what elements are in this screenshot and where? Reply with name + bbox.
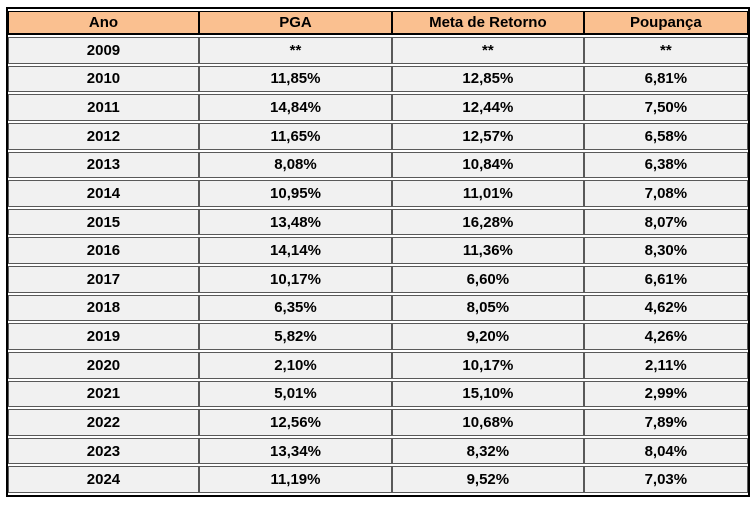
table-row: 2018 6,35% 8,05% 4,62%	[8, 294, 748, 322]
table-row: 2015 13,48% 16,28% 8,07%	[8, 208, 748, 236]
year-cell: 2020	[8, 351, 199, 379]
header-row: Ano PGA Meta de Retorno Poupança	[8, 11, 748, 35]
table-row: 2009 ** ** **	[8, 37, 748, 64]
value-cell: 6,58%	[583, 122, 748, 150]
value-cell: 6,35%	[198, 294, 393, 322]
value-cell: 8,07%	[583, 208, 748, 236]
value-cell: 10,95%	[198, 180, 393, 207]
value-cell: 2,10%	[198, 351, 393, 379]
value-cell: 8,05%	[392, 294, 584, 322]
header-cell-pga: PGA	[198, 11, 393, 35]
value-cell: 8,30%	[583, 237, 748, 264]
value-cell: 14,14%	[198, 237, 393, 264]
value-cell: 8,04%	[583, 437, 748, 465]
table-row: 2023 13,34% 8,32% 8,04%	[8, 437, 748, 465]
value-cell: 4,26%	[583, 323, 748, 350]
value-cell: 5,82%	[198, 323, 393, 350]
year-cell: 2019	[8, 323, 199, 350]
value-cell: 6,60%	[392, 266, 584, 293]
value-cell: 12,56%	[198, 409, 393, 436]
value-cell: 16,28%	[392, 208, 584, 236]
value-cell: 10,84%	[392, 151, 584, 179]
year-cell: 2022	[8, 409, 199, 436]
value-cell: 12,44%	[392, 94, 584, 121]
value-cell: 15,10%	[392, 380, 584, 408]
year-cell: 2011	[8, 94, 199, 121]
value-cell: 7,03%	[583, 466, 748, 493]
value-cell: 10,68%	[392, 409, 584, 436]
header-cell-meta-de-retorno: Meta de Retorno	[392, 11, 584, 35]
value-cell: 5,01%	[198, 380, 393, 408]
value-cell: 7,08%	[583, 180, 748, 207]
table-row: 2024 11,19% 9,52% 7,03%	[8, 466, 748, 493]
year-cell: 2021	[8, 380, 199, 408]
value-cell: **	[198, 37, 393, 64]
value-cell: 11,01%	[392, 180, 584, 207]
year-cell: 2009	[8, 37, 199, 64]
table-body: 2009 ** ** ** 2010 11,85% 12,85% 6,81% 2011 14,84…	[8, 37, 748, 493]
value-cell: 12,57%	[392, 122, 584, 150]
table-row: 2022 12,56% 10,68% 7,89%	[8, 409, 748, 436]
table-row: 2017 10,17% 6,60% 6,61%	[8, 266, 748, 293]
value-cell: 6,81%	[583, 65, 748, 93]
year-cell: 2014	[8, 180, 199, 207]
table-row: 2010 11,85% 12,85% 6,81%	[8, 65, 748, 93]
value-cell: **	[392, 37, 584, 64]
year-cell: 2012	[8, 122, 199, 150]
value-cell: 11,36%	[392, 237, 584, 264]
value-cell: 9,20%	[392, 323, 584, 350]
table-row: 2012 11,65% 12,57% 6,58%	[8, 122, 748, 150]
value-cell: 11,19%	[198, 466, 393, 493]
value-cell: 4,62%	[583, 294, 748, 322]
year-cell: 2013	[8, 151, 199, 179]
value-cell: 8,32%	[392, 437, 584, 465]
value-cell: 11,65%	[198, 122, 393, 150]
table-row: 2013 8,08% 10,84% 6,38%	[8, 151, 748, 179]
table-row: 2016 14,14% 11,36% 8,30%	[8, 237, 748, 264]
returns-table-frame: Ano PGA Meta de Retorno Poupança 2009 ** *…	[6, 7, 750, 497]
year-cell: 2016	[8, 237, 199, 264]
year-cell: 2023	[8, 437, 199, 465]
value-cell: 11,85%	[198, 65, 393, 93]
value-cell: 10,17%	[198, 266, 393, 293]
table-row: 2011 14,84% 12,44% 7,50%	[8, 94, 748, 121]
value-cell: 7,50%	[583, 94, 748, 121]
table-row: 2020 2,10% 10,17% 2,11%	[8, 351, 748, 379]
value-cell: 6,61%	[583, 266, 748, 293]
value-cell: 13,34%	[198, 437, 393, 465]
value-cell: 8,08%	[198, 151, 393, 179]
value-cell: 10,17%	[392, 351, 584, 379]
year-cell: 2024	[8, 466, 199, 493]
value-cell: 7,89%	[583, 409, 748, 436]
year-cell: 2018	[8, 294, 199, 322]
value-cell: 12,85%	[392, 65, 584, 93]
value-cell: 2,99%	[583, 380, 748, 408]
table-row: 2014 10,95% 11,01% 7,08%	[8, 180, 748, 207]
value-cell: 2,11%	[583, 351, 748, 379]
header-cell-poupanca: Poupança	[583, 11, 748, 35]
year-cell: 2017	[8, 266, 199, 293]
header-cell-ano: Ano	[8, 11, 199, 35]
table-row: 2019 5,82% 9,20% 4,26%	[8, 323, 748, 350]
year-cell: 2010	[8, 65, 199, 93]
value-cell: 9,52%	[392, 466, 584, 493]
returns-table: Ano PGA Meta de Retorno Poupança 2009 ** *…	[8, 9, 748, 495]
value-cell: 14,84%	[198, 94, 393, 121]
value-cell: 13,48%	[198, 208, 393, 236]
table-row: 2021 5,01% 15,10% 2,99%	[8, 380, 748, 408]
table-header: Ano PGA Meta de Retorno Poupança	[8, 11, 748, 35]
year-cell: 2015	[8, 208, 199, 236]
value-cell: 6,38%	[583, 151, 748, 179]
value-cell: **	[583, 37, 748, 64]
